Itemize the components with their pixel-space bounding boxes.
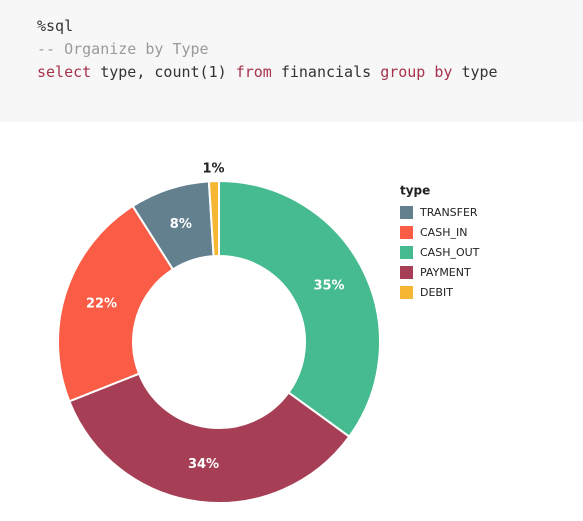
code-line: select type, count(1) from financials gr… <box>37 63 498 81</box>
legend-entry: CASH_OUT <box>420 246 480 259</box>
legend-entry: CASH_IN <box>420 226 467 239</box>
value-label: 1% <box>203 162 225 177</box>
legend-title: type <box>400 184 430 198</box>
legend-swatch <box>400 226 413 239</box>
value-label: 34% <box>188 457 219 472</box>
value-label: 22% <box>86 296 117 311</box>
chart: type 35% 34% 22% 8% 1% TRANSFER CASH_IN CASH_OU… <box>57 162 480 504</box>
code-token: %sql <box>37 17 74 35</box>
donut-slice <box>218 179 381 439</box>
value-label: 35% <box>313 278 344 293</box>
legend-swatch <box>400 286 413 299</box>
code-token: financials <box>271 63 381 81</box>
code-line: %sql <box>37 17 73 35</box>
legend-swatch <box>400 266 413 279</box>
value-label: 8% <box>170 217 192 232</box>
donut-slice <box>207 179 220 258</box>
donut-slice <box>57 204 175 403</box>
code-token: -- Organize by Type <box>37 40 209 58</box>
legend-entry: DEBIT <box>420 286 453 299</box>
code-token: group by <box>380 63 453 81</box>
code-token: from <box>235 63 272 81</box>
legend-entry: TRANSFER <box>419 206 478 219</box>
legend-swatch <box>400 206 413 219</box>
legend-swatch <box>400 246 413 259</box>
legend-entry: PAYMENT <box>420 266 471 279</box>
code-cell: %sql -- Organize by Type select type, coun… <box>0 0 583 122</box>
code-token: type <box>452 63 498 81</box>
code-line: -- Organize by Type <box>37 40 209 58</box>
donut-slice <box>68 372 351 504</box>
code-token: type, count(1) <box>91 63 236 81</box>
code-token: select <box>37 63 92 81</box>
